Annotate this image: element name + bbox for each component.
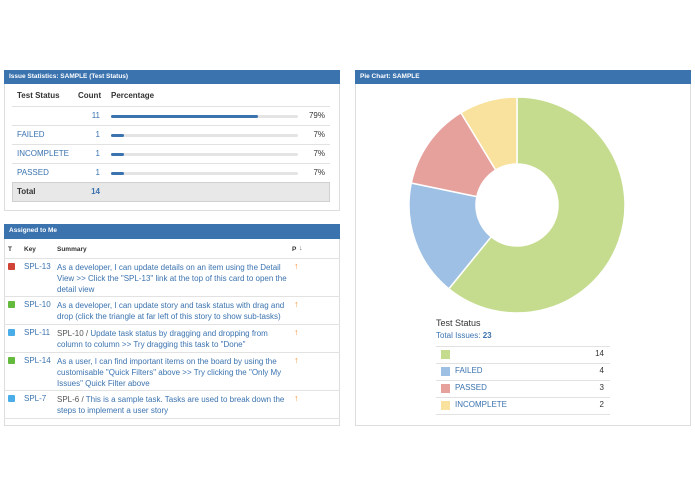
summary-link[interactable]: As a user, I can find important items on… (57, 357, 282, 388)
summary-link[interactable]: As a developer, I can update story and t… (57, 301, 285, 321)
issue-type-icon (8, 301, 15, 308)
percent-bar (111, 115, 258, 118)
priority-icon: ↑ (294, 393, 299, 403)
legend-label[interactable]: INCOMPLETE (455, 400, 508, 409)
summary: As a developer, I can update story and t… (57, 300, 287, 322)
row-separator (12, 125, 330, 126)
issue-type-icon (8, 263, 15, 270)
row-separator (436, 414, 610, 415)
column-header: Percentage (111, 91, 155, 100)
count-link[interactable]: 11 (91, 111, 100, 120)
legend-swatch (441, 384, 450, 393)
row-separator (12, 106, 330, 107)
legend-label[interactable]: PASSED (455, 383, 487, 392)
row-separator (436, 363, 610, 364)
column-header: T (8, 246, 12, 253)
row-separator (12, 144, 330, 145)
row-separator (4, 352, 340, 353)
panel-header: Issue Statistics: SAMPLE (Test Status) (4, 70, 340, 84)
legend-swatch (441, 367, 450, 376)
row-separator (4, 418, 340, 419)
percent-track (111, 134, 298, 137)
priority-icon: ↑ (294, 355, 299, 365)
row-separator (4, 258, 340, 259)
issue-type-icon (8, 329, 15, 336)
priority-icon: ↑ (294, 327, 299, 337)
summary-link[interactable]: This is a sample task. Tasks are used to… (57, 395, 285, 415)
percent-label: 7% (313, 149, 325, 158)
total-count[interactable]: 14 (91, 187, 100, 196)
percent-track (111, 172, 298, 175)
row-separator (4, 390, 340, 391)
percent-bar (111, 134, 125, 137)
column-header: Count (78, 91, 102, 100)
row-separator (4, 324, 340, 325)
legend-count: 4 (599, 366, 604, 375)
total-label: Total (17, 187, 36, 196)
summary: SPL-10 / Update task status by dragging … (57, 328, 287, 350)
legend-swatch (441, 401, 450, 410)
row-separator (436, 380, 610, 381)
legend-label[interactable]: FAILED (455, 366, 483, 375)
column-header: P (292, 246, 297, 253)
pie-slice (408, 182, 493, 290)
issue-key[interactable]: SPL-10 (24, 300, 51, 309)
column-header: Test Status (17, 91, 60, 100)
issue-type-icon (8, 395, 15, 402)
issue-key[interactable]: SPL-13 (24, 262, 51, 271)
count-link[interactable]: 1 (95, 130, 100, 139)
panel-header: Assigned to Me (4, 224, 340, 239)
total-label: Total Issues: (436, 331, 481, 340)
row-separator (436, 397, 610, 398)
parent-key[interactable]: SPL-6 / (57, 395, 84, 404)
parent-key[interactable]: SPL-10 / (57, 329, 89, 338)
issue-type-icon (8, 357, 15, 364)
issue-key[interactable]: SPL-11 (24, 328, 51, 337)
priority-icon: ↑ (294, 261, 299, 271)
legend-title: Test Status (436, 318, 481, 328)
summary: As a user, I can find important items on… (57, 356, 287, 389)
column-header: Summary (57, 246, 87, 253)
legend-swatch (441, 350, 450, 359)
pie-slice (447, 96, 626, 314)
percent-bar (111, 172, 125, 175)
panel-header: Pie Chart: SAMPLE (355, 70, 691, 84)
total-row (12, 182, 330, 202)
total-value: 23 (482, 331, 492, 340)
summary-link[interactable]: Update task status by dragging and dropp… (57, 329, 268, 349)
status-link[interactable]: INCOMPLETE (17, 149, 70, 158)
summary-link[interactable]: As a developer, I can update details on … (57, 263, 287, 294)
pie-chart (408, 96, 626, 314)
legend-count: 14 (595, 349, 604, 358)
percent-bar (111, 153, 125, 156)
issue-key[interactable]: SPL-14 (24, 356, 51, 365)
count-link[interactable]: 1 (95, 149, 100, 158)
issue-key[interactable]: SPL-7 (24, 394, 47, 403)
legend-count: 3 (599, 383, 604, 392)
percent-label: 7% (313, 168, 325, 177)
summary: SPL-6 / This is a sample task. Tasks are… (57, 394, 287, 416)
pie-slice (459, 96, 518, 171)
status-link[interactable]: FAILED (17, 130, 45, 139)
column-header: Key (24, 246, 36, 253)
status-link[interactable]: PASSED (17, 168, 49, 177)
legend-count: 2 (599, 400, 604, 409)
row-separator (436, 346, 610, 347)
percent-track (111, 153, 298, 156)
row-separator (4, 296, 340, 297)
row-separator (12, 163, 330, 164)
summary: As a developer, I can update details on … (57, 262, 287, 295)
sort-icon: ↓ (299, 245, 303, 252)
total-issues: Total Issues: 23 (436, 331, 492, 340)
count-link[interactable]: 1 (95, 168, 100, 177)
percent-label: 79% (308, 111, 325, 120)
priority-icon: ↑ (294, 299, 299, 309)
percent-label: 7% (313, 130, 325, 139)
